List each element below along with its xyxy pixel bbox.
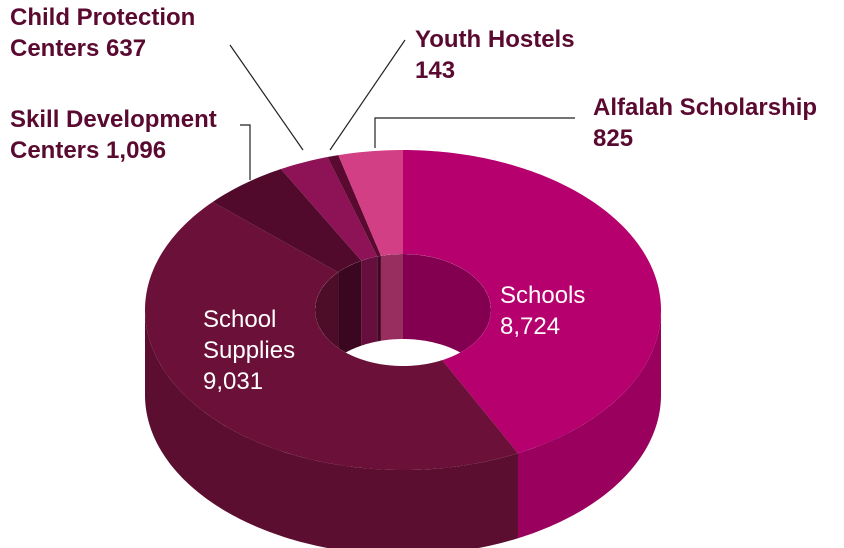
category-name: Schools — [500, 282, 586, 309]
category-name: School Supplies — [203, 306, 296, 364]
slice-label: Skill Development Centers 1,096 — [10, 104, 255, 166]
slice-label: Schools 8,724 — [500, 280, 620, 342]
leader-line — [240, 124, 251, 180]
slice-side — [517, 310, 661, 539]
slice — [212, 169, 362, 273]
slice-label: School Supplies 9,031 — [203, 304, 343, 397]
slice-inner-wall — [380, 254, 403, 341]
value-label: 9,031 — [203, 368, 264, 395]
value-label: 8,724 — [500, 313, 561, 340]
value-label: 637 — [106, 35, 147, 62]
category-name: Skill Development Centers — [10, 106, 217, 164]
value-label: 143 — [415, 57, 456, 84]
leader-line — [229, 44, 304, 151]
slice — [327, 155, 381, 257]
category-name: Child Protection Centers — [10, 4, 196, 62]
category-name: Alfalah Scholarship — [593, 94, 818, 121]
slice-inner-wall — [361, 256, 378, 346]
slice-inner-wall — [338, 260, 362, 358]
slices — [145, 150, 661, 548]
slice — [338, 150, 403, 256]
slice-label: Child Protection Centers 637 — [10, 2, 240, 64]
value-label: 1,096 — [106, 137, 167, 164]
slice-side — [145, 310, 518, 548]
leader-line — [329, 39, 406, 151]
slice-label: Youth Hostels 143 — [415, 24, 615, 86]
slice — [280, 157, 378, 261]
slice — [145, 201, 518, 470]
leader-line — [374, 117, 575, 148]
slice-inner-wall — [403, 254, 491, 366]
slice-label: Alfalah Scholarship 825 — [593, 92, 843, 154]
slice-inner-wall — [377, 255, 381, 342]
slice — [403, 150, 661, 454]
category-name: Youth Hostels — [415, 26, 575, 53]
value-label: 825 — [593, 125, 634, 152]
